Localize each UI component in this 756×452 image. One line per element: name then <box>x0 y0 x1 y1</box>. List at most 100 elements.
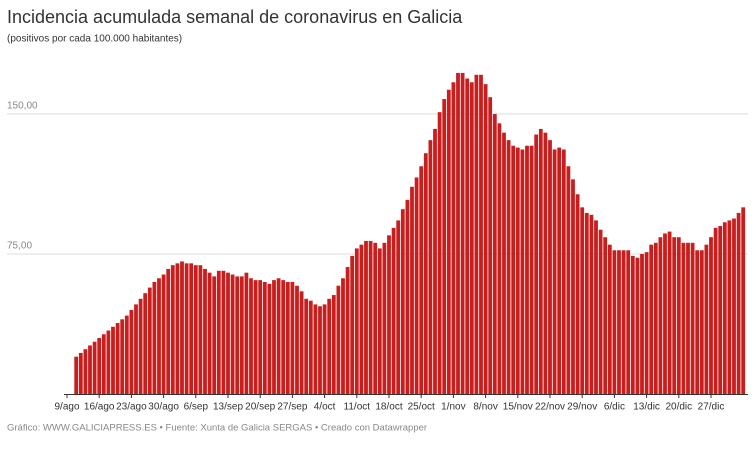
bar <box>607 244 612 394</box>
chart-title: Incidencia acumulada semanal de coronavi… <box>7 7 463 27</box>
bar <box>653 242 658 394</box>
bar <box>617 250 621 394</box>
x-tick-label: 30/ago <box>148 402 179 413</box>
bar <box>741 207 746 394</box>
x-tick-label: 25/oct <box>408 402 435 413</box>
bar <box>640 254 644 394</box>
bar <box>387 235 391 394</box>
bar <box>635 257 640 394</box>
bar <box>474 74 479 395</box>
bar <box>354 248 359 394</box>
bar <box>152 282 157 394</box>
bar <box>120 319 125 394</box>
bar <box>198 265 203 394</box>
bar <box>405 199 410 394</box>
bar <box>88 345 92 394</box>
bar <box>281 280 286 394</box>
bar <box>442 99 447 395</box>
x-tick-label: 9/ago <box>54 402 79 413</box>
x-tick-label: 11/oct <box>344 402 371 413</box>
bar <box>566 166 571 394</box>
bar <box>391 227 396 394</box>
bar <box>612 250 617 394</box>
bar <box>166 268 171 394</box>
bar <box>101 334 106 394</box>
bar <box>336 285 341 394</box>
bar <box>410 186 414 394</box>
bar <box>479 74 483 395</box>
bar <box>377 248 382 394</box>
bar <box>520 149 525 394</box>
bar <box>318 306 322 394</box>
x-tick-label: 18/oct <box>375 402 402 413</box>
x-tick-label: 29/nov <box>567 402 597 413</box>
bar <box>285 282 290 394</box>
bar <box>658 237 663 394</box>
bar <box>672 237 677 394</box>
bar <box>78 352 83 394</box>
x-tick-label: 20/dic <box>665 402 692 413</box>
bar <box>74 356 79 394</box>
bar <box>207 272 212 394</box>
bar <box>469 82 474 395</box>
x-tick-label: 4/oct <box>314 402 336 413</box>
bar <box>350 255 355 394</box>
bar <box>699 250 704 394</box>
bar <box>722 222 727 394</box>
bar <box>428 140 433 394</box>
bar <box>589 214 594 394</box>
bar <box>557 147 562 394</box>
bar <box>327 298 332 394</box>
bar <box>681 242 686 394</box>
bar <box>676 237 681 394</box>
bar <box>419 166 424 394</box>
bar <box>571 179 575 394</box>
bar <box>175 263 180 394</box>
bar <box>502 132 506 394</box>
bar <box>313 304 318 394</box>
bar <box>414 177 419 394</box>
chart-subtitle: (positivos por cada 100.000 habitantes) <box>7 34 182 45</box>
bar <box>331 295 336 394</box>
bar <box>718 226 723 394</box>
bar <box>193 265 198 394</box>
x-tick-label: 22/nov <box>535 402 565 413</box>
bar <box>92 341 97 394</box>
bar <box>221 270 226 394</box>
bar <box>262 282 267 394</box>
bar <box>249 278 253 394</box>
bar <box>396 220 401 394</box>
bar <box>364 240 368 394</box>
bar <box>488 97 493 394</box>
bar <box>253 280 258 394</box>
bar <box>621 250 626 394</box>
bar <box>106 330 111 394</box>
x-tick-label: 13/sep <box>213 402 243 413</box>
bar <box>552 149 557 394</box>
bar <box>423 153 428 394</box>
bar <box>239 276 244 394</box>
bar <box>649 244 654 394</box>
bar <box>433 128 437 394</box>
x-tick-label: 13/dic <box>633 402 660 413</box>
bar <box>446 89 451 394</box>
bar <box>580 207 585 394</box>
bar <box>709 237 713 394</box>
bar <box>506 140 511 394</box>
bar <box>525 145 529 394</box>
bar <box>732 218 736 394</box>
bar <box>598 229 603 394</box>
bar <box>465 78 470 395</box>
bar <box>644 252 649 394</box>
x-tick-label: 27/sep <box>277 402 307 413</box>
x-tick-label: 20/sep <box>245 402 275 413</box>
bar <box>511 145 516 394</box>
bar <box>437 112 442 394</box>
bar <box>290 282 295 394</box>
bar <box>83 349 88 394</box>
bar <box>663 233 667 394</box>
bar <box>456 72 460 394</box>
bar <box>299 291 304 394</box>
bar <box>727 220 732 394</box>
